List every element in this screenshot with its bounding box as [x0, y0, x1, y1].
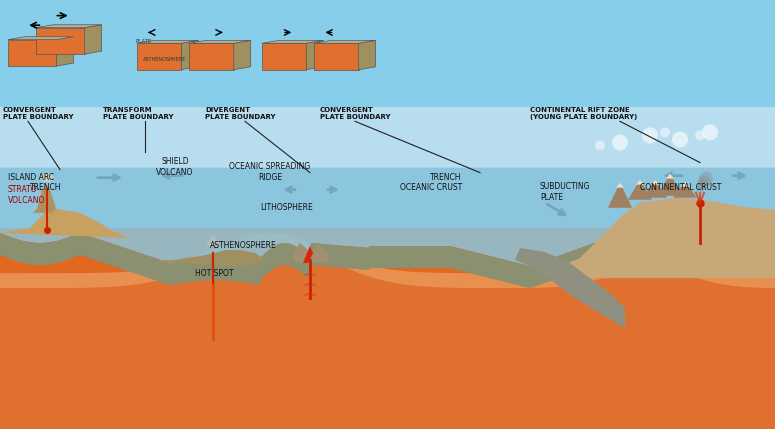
- Polygon shape: [315, 43, 359, 69]
- Polygon shape: [234, 40, 250, 69]
- Polygon shape: [312, 243, 330, 263]
- Polygon shape: [315, 40, 376, 43]
- Polygon shape: [628, 180, 652, 200]
- Polygon shape: [302, 246, 313, 263]
- Polygon shape: [0, 243, 775, 429]
- Text: TRANSFORM
PLATE BOUNDARY: TRANSFORM PLATE BOUNDARY: [103, 107, 174, 120]
- Polygon shape: [673, 181, 697, 198]
- Text: CONTINENTAL RIFT ZONE
(YOUNG PLATE BOUNDARY): CONTINENTAL RIFT ZONE (YOUNG PLATE BOUND…: [530, 107, 637, 120]
- Ellipse shape: [190, 399, 350, 429]
- Text: STRATO-
VOLCANO: STRATO- VOLCANO: [8, 185, 46, 205]
- Polygon shape: [84, 25, 102, 54]
- Circle shape: [40, 174, 49, 182]
- Text: PLATE: PLATE: [135, 39, 151, 44]
- Text: HOT SPOT: HOT SPOT: [195, 269, 233, 278]
- Text: CONVERGENT
PLATE BOUNDARY: CONVERGENT PLATE BOUNDARY: [320, 107, 391, 120]
- Text: CONTINENTAL CRUST: CONTINENTAL CRUST: [640, 183, 722, 192]
- Text: SHIELD
VOLCANO: SHIELD VOLCANO: [157, 157, 194, 177]
- Polygon shape: [0, 228, 775, 429]
- Circle shape: [702, 124, 718, 140]
- Polygon shape: [636, 180, 644, 184]
- Text: ASTHENOSPHERE: ASTHENOSPHERE: [210, 241, 277, 250]
- Polygon shape: [137, 43, 181, 69]
- Polygon shape: [359, 40, 376, 69]
- Circle shape: [612, 134, 628, 151]
- Circle shape: [207, 240, 213, 246]
- Polygon shape: [189, 43, 234, 69]
- Polygon shape: [658, 174, 682, 196]
- Text: OCEANIC SPREADING
RIDGE: OCEANIC SPREADING RIDGE: [229, 162, 311, 181]
- Circle shape: [43, 174, 51, 181]
- Polygon shape: [608, 183, 632, 208]
- Circle shape: [213, 240, 219, 246]
- Polygon shape: [33, 184, 56, 213]
- Polygon shape: [0, 233, 775, 288]
- Polygon shape: [0, 168, 775, 266]
- Text: LITHOSPHERE: LITHOSPHERE: [260, 203, 313, 212]
- Polygon shape: [681, 181, 689, 187]
- Polygon shape: [189, 40, 250, 43]
- Text: ASTHENOSPHERE: ASTHENOSPHERE: [143, 57, 186, 62]
- Circle shape: [697, 180, 707, 190]
- Circle shape: [696, 184, 704, 192]
- Polygon shape: [306, 40, 323, 69]
- Circle shape: [44, 174, 52, 182]
- Polygon shape: [181, 40, 198, 69]
- Circle shape: [699, 172, 713, 186]
- Text: SUBDUCTING
PLATE: SUBDUCTING PLATE: [540, 182, 591, 202]
- Polygon shape: [57, 37, 74, 66]
- Polygon shape: [666, 174, 674, 178]
- Circle shape: [642, 127, 658, 143]
- Polygon shape: [36, 27, 84, 54]
- Polygon shape: [616, 183, 624, 187]
- Circle shape: [595, 140, 605, 151]
- Circle shape: [695, 130, 705, 140]
- Circle shape: [42, 174, 50, 182]
- Polygon shape: [560, 198, 775, 278]
- Polygon shape: [292, 243, 308, 263]
- Text: TRENCH: TRENCH: [30, 183, 61, 192]
- Text: ISLAND ARC: ISLAND ARC: [8, 172, 54, 181]
- Polygon shape: [262, 43, 306, 69]
- Circle shape: [660, 127, 670, 137]
- Polygon shape: [651, 180, 659, 184]
- Circle shape: [698, 175, 710, 187]
- Circle shape: [46, 174, 53, 182]
- Circle shape: [672, 131, 688, 148]
- Polygon shape: [155, 250, 265, 266]
- Polygon shape: [36, 25, 102, 27]
- Polygon shape: [262, 40, 323, 43]
- Ellipse shape: [170, 369, 370, 429]
- Polygon shape: [8, 39, 57, 66]
- Polygon shape: [643, 180, 667, 198]
- Text: CONVERGENT
PLATE BOUNDARY: CONVERGENT PLATE BOUNDARY: [3, 107, 74, 120]
- Circle shape: [210, 236, 216, 242]
- Polygon shape: [0, 208, 130, 238]
- Polygon shape: [8, 37, 74, 39]
- Text: DIVERGENT
PLATE BOUNDARY: DIVERGENT PLATE BOUNDARY: [205, 107, 275, 120]
- Text: OCEANIC CRUST: OCEANIC CRUST: [400, 183, 462, 192]
- Polygon shape: [137, 40, 198, 43]
- Polygon shape: [0, 107, 775, 168]
- Polygon shape: [515, 248, 625, 329]
- Text: TRENCH: TRENCH: [430, 172, 461, 181]
- Polygon shape: [0, 233, 775, 288]
